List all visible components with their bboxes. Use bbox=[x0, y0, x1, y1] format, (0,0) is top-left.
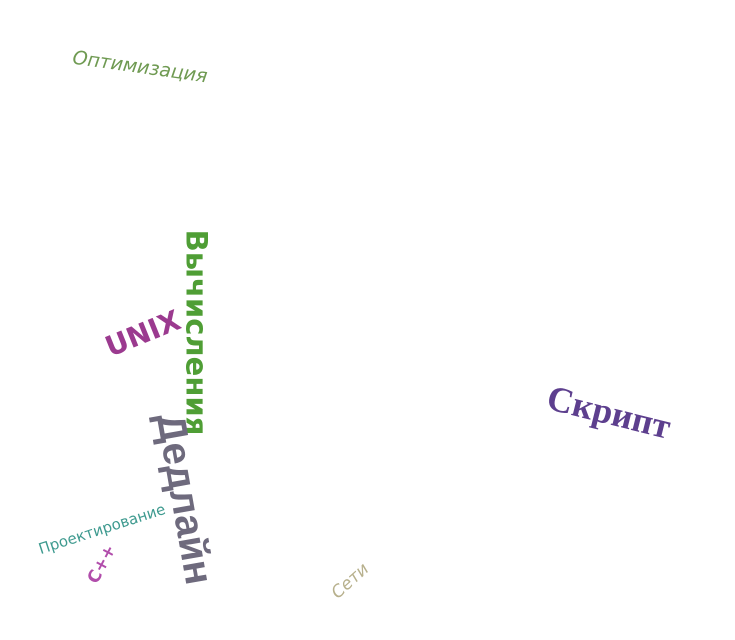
word-optimization: Оптимизация bbox=[71, 46, 209, 88]
word-networks: Сети bbox=[327, 559, 374, 604]
word-deadline: Дедлайн bbox=[147, 409, 222, 589]
word-cpp: C++ bbox=[83, 541, 121, 588]
word-script: Скрипт bbox=[543, 377, 675, 447]
word-unix: UNIX bbox=[100, 303, 186, 364]
word-computations: Вычисления bbox=[179, 229, 214, 436]
